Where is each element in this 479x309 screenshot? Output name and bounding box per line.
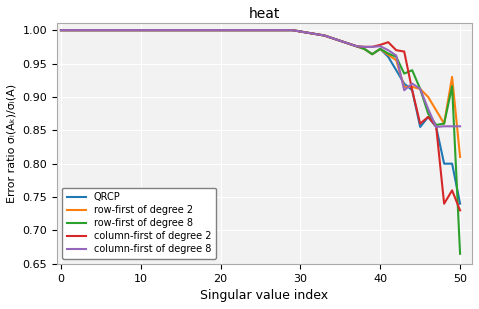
row-first of degree 8	[146, 28, 152, 32]
column-first of degree 8	[345, 42, 351, 45]
column-first of degree 2	[186, 28, 192, 32]
X-axis label: Singular value index: Singular value index	[200, 289, 329, 302]
Title: heat: heat	[249, 7, 280, 21]
row-first of degree 8	[186, 28, 192, 32]
row-first of degree 8	[178, 28, 183, 32]
QRCP	[146, 28, 152, 32]
column-first of degree 2	[58, 28, 64, 32]
row-first of degree 2	[457, 155, 463, 159]
column-first of degree 8	[58, 28, 64, 32]
QRCP	[321, 34, 327, 37]
row-first of degree 8	[449, 84, 455, 88]
column-first of degree 8	[457, 125, 463, 128]
row-first of degree 2	[146, 28, 152, 32]
QRCP	[186, 28, 192, 32]
row-first of degree 8	[345, 42, 351, 45]
row-first of degree 8	[58, 28, 64, 32]
column-first of degree 8	[146, 28, 152, 32]
Line: row-first of degree 8: row-first of degree 8	[61, 30, 460, 254]
column-first of degree 8	[186, 28, 192, 32]
column-first of degree 8	[433, 125, 439, 129]
QRCP	[457, 202, 463, 205]
QRCP	[345, 42, 351, 45]
QRCP	[58, 28, 64, 32]
row-first of degree 8	[321, 34, 327, 37]
row-first of degree 2	[186, 28, 192, 32]
QRCP	[449, 162, 455, 166]
row-first of degree 8	[457, 252, 463, 256]
column-first of degree 8	[449, 125, 455, 128]
column-first of degree 2	[345, 42, 351, 45]
column-first of degree 2	[321, 34, 327, 37]
Line: column-first of degree 2: column-first of degree 2	[61, 30, 460, 210]
Line: column-first of degree 8: column-first of degree 8	[61, 30, 460, 127]
Legend: QRCP, row-first of degree 2, row-first of degree 8, column-first of degree 2, co: QRCP, row-first of degree 2, row-first o…	[62, 188, 217, 259]
row-first of degree 2	[178, 28, 183, 32]
Y-axis label: Error ratio σᵢ(Aₖ)/σᵢ(A): Error ratio σᵢ(Aₖ)/σᵢ(A)	[7, 84, 17, 203]
Line: QRCP: QRCP	[61, 30, 460, 204]
column-first of degree 2	[178, 28, 183, 32]
row-first of degree 2	[321, 34, 327, 37]
column-first of degree 2	[146, 28, 152, 32]
column-first of degree 2	[449, 188, 455, 192]
row-first of degree 2	[345, 42, 351, 45]
row-first of degree 2	[58, 28, 64, 32]
column-first of degree 8	[321, 34, 327, 37]
QRCP	[178, 28, 183, 32]
column-first of degree 8	[178, 28, 183, 32]
Line: row-first of degree 2: row-first of degree 2	[61, 30, 460, 157]
row-first of degree 2	[449, 75, 455, 79]
column-first of degree 2	[457, 209, 463, 212]
